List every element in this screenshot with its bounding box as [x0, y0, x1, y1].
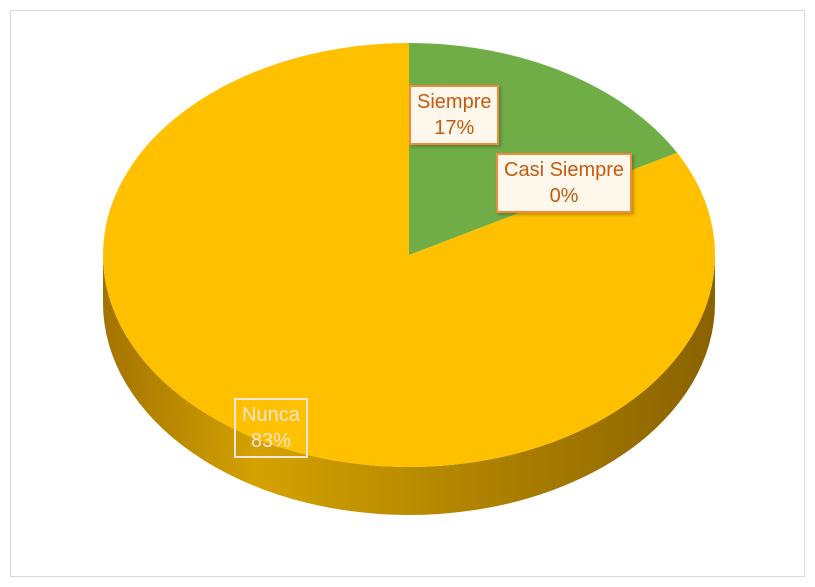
pie-slice-nunca [103, 43, 716, 467]
data-label-casi-siempre: Casi Siempre 0% [496, 153, 633, 213]
data-label-category: Casi Siempre [504, 159, 625, 181]
data-label-category: Nunca [242, 404, 300, 426]
data-label-nunca: Nunca 83% [234, 398, 308, 458]
data-label-percent: 17% [434, 117, 475, 139]
data-label-siempre: Siempre 17% [409, 85, 500, 145]
pie-side-wall [103, 255, 715, 515]
data-label-percent: 83% [250, 430, 291, 452]
data-label-percent: 0% [549, 185, 579, 207]
data-label-category: Siempre [417, 91, 492, 113]
